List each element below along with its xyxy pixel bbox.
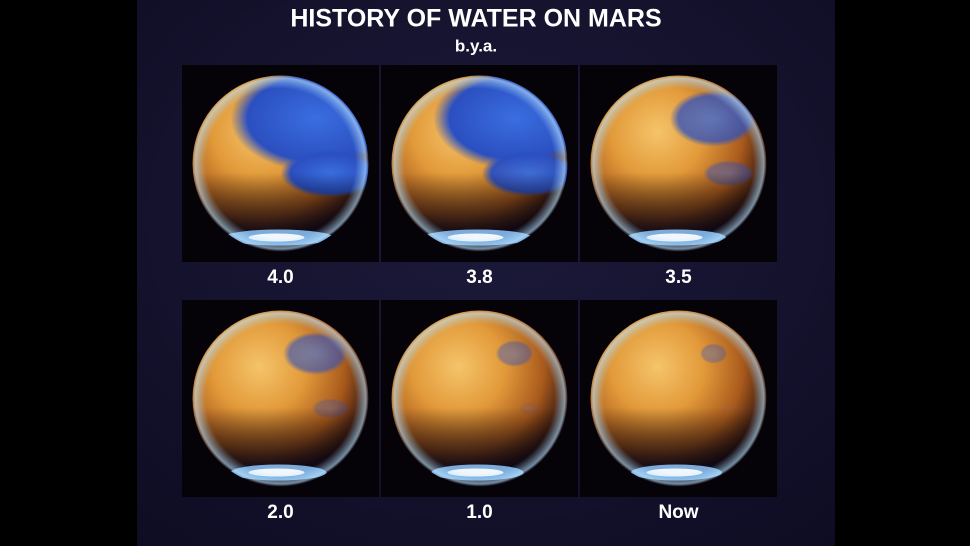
panel-label: 2.0	[267, 502, 293, 523]
mars-globe	[590, 310, 767, 487]
panel: 3.5	[580, 65, 777, 288]
title: HISTORY OF WATER ON MARS	[290, 5, 661, 33]
panel-label: 3.8	[466, 267, 492, 288]
mars-globe	[192, 310, 369, 487]
panel: 4.0	[182, 65, 379, 288]
atmosphere-rim	[391, 75, 568, 252]
panel-label: Now	[658, 502, 698, 523]
atmosphere-rim	[590, 310, 767, 487]
panel-label: 1.0	[466, 502, 492, 523]
panel: 1.0	[381, 300, 578, 523]
atmosphere-rim	[590, 75, 767, 252]
panel-label: 4.0	[267, 267, 293, 288]
panel-grid: 4.0 3.8 3.5 2.0 1.0 Now	[182, 65, 777, 523]
subtitle: b.y.a.	[455, 36, 497, 55]
panel-label: 3.5	[665, 267, 692, 288]
mars-globe	[391, 310, 568, 487]
atmosphere-rim	[192, 75, 369, 252]
mars-globe	[590, 75, 767, 252]
panel: 3.8	[381, 65, 578, 288]
panel: 2.0	[182, 300, 379, 523]
panel: Now	[580, 300, 777, 523]
mars-globe	[192, 75, 369, 252]
atmosphere-rim	[192, 310, 369, 487]
atmosphere-rim	[391, 310, 568, 487]
